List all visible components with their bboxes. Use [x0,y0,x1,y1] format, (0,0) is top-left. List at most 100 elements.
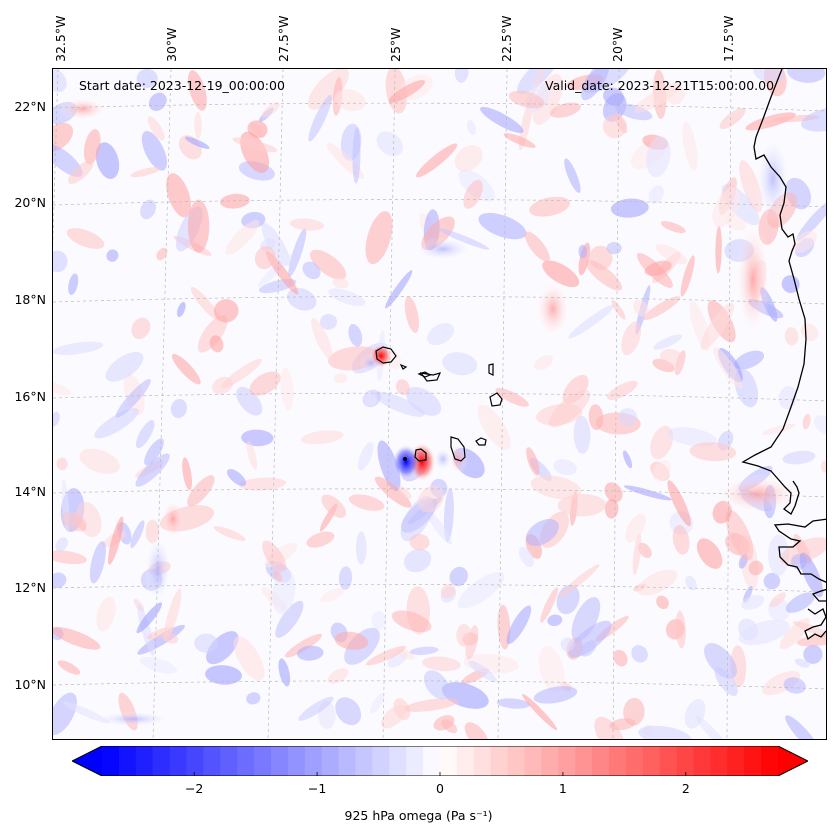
omega-cell [685,575,697,591]
omega-cell [334,631,369,650]
omega-cell [319,313,338,330]
omega-cell [560,637,575,652]
omega-cell [380,704,407,729]
omega-cell [53,143,83,177]
omega-cell [53,341,104,355]
omega-cell [348,494,385,511]
omega-cell [136,69,158,89]
omega-cell [506,605,532,645]
omega-cell [56,457,68,471]
boa-vista [489,392,503,407]
omega-cell [377,440,401,492]
colorbar-segment [338,746,356,776]
lon-label: 27.5°W [276,15,291,62]
omega-cell [241,429,274,447]
omega-cell [79,448,120,475]
omega-cell [803,644,823,664]
omega-cell [334,89,366,112]
omega-cell [137,604,155,656]
omega-cell [820,460,826,473]
colorbar-extend-min [72,746,102,776]
omega-cell [785,592,815,613]
omega-cell [478,212,527,240]
omega-cell [712,187,741,228]
omega-cell [464,722,489,739]
colorbar-segment [727,746,745,776]
omega-cell [67,160,94,184]
omega-cell [457,571,505,609]
omega-cell [156,247,168,261]
omega-cell [655,244,688,265]
colorbar-segment [254,746,272,776]
omega-cell [604,482,623,503]
omega-cell [388,80,426,103]
omega-cell [233,636,265,681]
omega-cell [53,692,77,736]
omega-cell [714,667,738,697]
colorbar-segment [304,746,323,776]
mid-ocean-features [58,97,571,727]
lon-label: 22.5°W [499,15,514,62]
omega-cell [225,220,260,255]
omega-cell [108,516,124,565]
colorbar-segment [456,746,475,776]
omega-cell [454,144,483,172]
omega-cell [782,450,816,465]
omega-cell [190,286,220,321]
omega-cell [614,113,628,134]
omega-cell [300,430,344,445]
omega-cell [463,179,483,209]
omega-cell [794,658,810,668]
omega-cell [768,534,790,576]
omega-cell [480,106,524,133]
omega-cell [801,106,826,132]
colorbar-tick-label: 2 [681,781,690,796]
omega-cell [438,228,490,250]
omega-cell [449,566,468,587]
omega-cell [395,379,410,396]
lat-label: 22°N [14,99,46,114]
colorbar-segment [642,746,661,776]
omega-cell [403,698,459,712]
omega-cell [525,519,559,546]
omega-cell [495,388,529,407]
omega-cell [335,697,362,726]
omega-cell [524,231,550,262]
omega-cell [371,610,387,630]
omega-cell [719,107,746,130]
omega-cell [573,415,591,454]
omega-cell [219,193,250,209]
omega-cell [261,102,280,118]
omega-cell [136,602,163,634]
omega-cell [53,122,74,153]
omega-cell [205,665,242,685]
colorbar-segment [152,746,171,776]
omega-cell [621,321,642,356]
omega-cell [327,668,349,684]
omega-cell [144,438,164,466]
omega-cell [310,249,347,280]
omega-cell [404,296,420,333]
omega-map [53,69,826,739]
omega-cell [578,244,587,259]
omega-cell [522,693,558,731]
omega-cell [684,699,706,729]
omega-cell [715,225,722,274]
omega-cell [526,447,540,476]
colorbar-segment [659,746,678,776]
omega-cell [391,610,432,633]
omega-cell [581,69,610,101]
omega-cell [53,379,72,396]
omega-cell [594,716,625,739]
omega-cell [135,453,170,487]
omega-cell [672,525,690,555]
omega-cell [659,348,683,367]
omega-cell [261,222,291,267]
sao-vicente [399,363,408,370]
omega-cell [465,625,479,660]
omega-cell [518,546,534,568]
colorbar-segment [761,746,779,776]
omega-cell [320,588,344,603]
omega-cell [61,511,87,532]
sal [488,363,494,376]
